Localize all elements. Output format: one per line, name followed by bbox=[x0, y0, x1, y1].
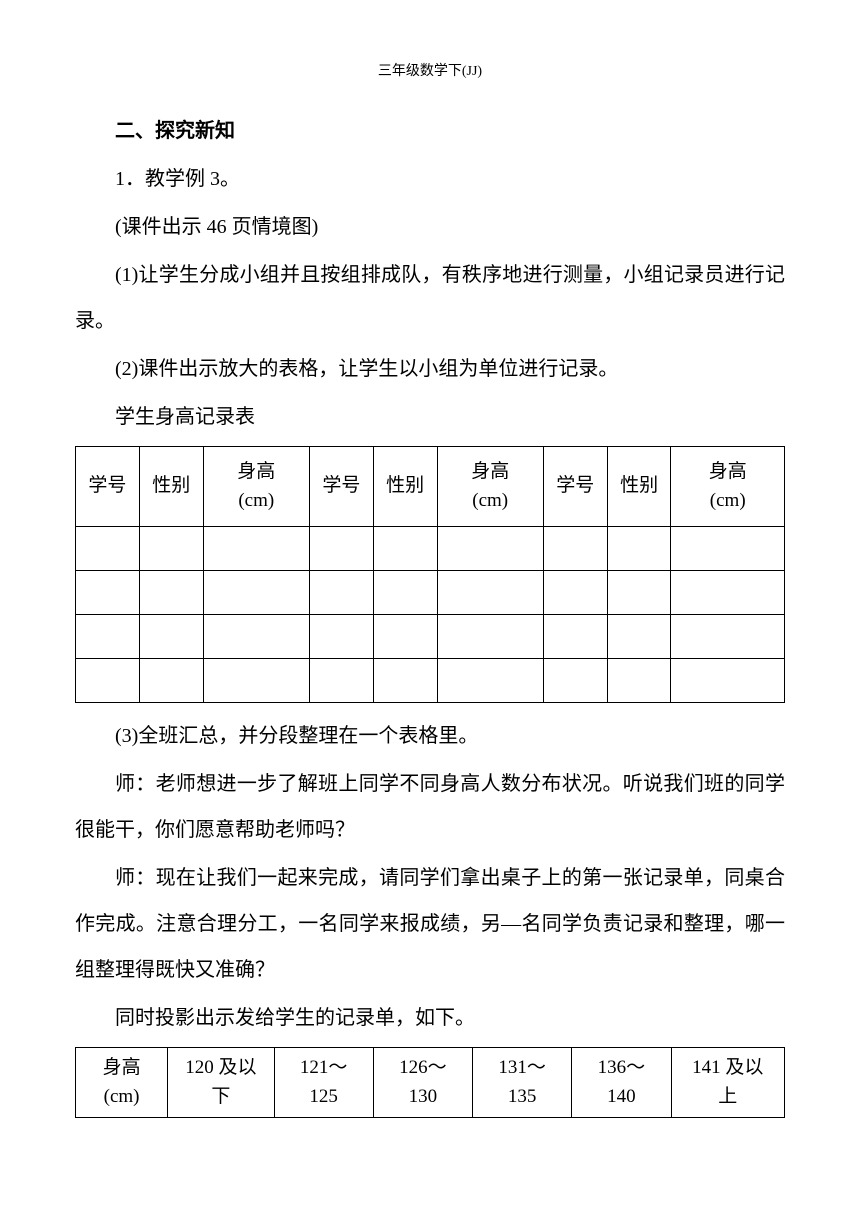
item-1-note: (课件出示 46 页情境图) bbox=[75, 204, 785, 250]
table-row bbox=[76, 659, 785, 703]
item-1-sub-2: (2)课件出示放大的表格，让学生以小组为单位进行记录。 bbox=[75, 346, 785, 392]
table-row bbox=[76, 527, 785, 571]
height-record-table: 学号 性别 身高 (cm) 学号 性别 身高 (cm) 学号 性别 身高 (cm) bbox=[75, 446, 785, 703]
col-height: 身高 bbox=[709, 461, 747, 482]
range-header-label: 身高 bbox=[103, 1057, 141, 1078]
col-student-id: 学号 bbox=[322, 475, 360, 496]
item-1: 1．教学例 3。 bbox=[75, 156, 785, 202]
teacher-dialogue-1: 师：老师想进一步了解班上同学不同身高人数分布状况。听说我们班的同学很能干，你们愿… bbox=[75, 761, 785, 853]
col-student-id: 学号 bbox=[556, 475, 594, 496]
page-header: 三年级数学下(JJ) bbox=[75, 60, 785, 80]
range-cell: 126～130 bbox=[399, 1057, 447, 1107]
section-title: 二、探究新知 bbox=[75, 108, 785, 154]
col-height: 身高 bbox=[237, 461, 275, 482]
range-header-unit: (cm) bbox=[104, 1086, 140, 1107]
projection-note: 同时投影出示发给学生的记录单，如下。 bbox=[75, 995, 785, 1041]
height-range-table: 身高 (cm) 120 及以下 121～125 126～130 131～135 1… bbox=[75, 1047, 785, 1118]
range-cell: 131～135 bbox=[498, 1057, 546, 1107]
range-cell: 120 及以下 bbox=[185, 1057, 256, 1107]
col-height-unit: (cm) bbox=[710, 490, 746, 511]
table-row bbox=[76, 615, 785, 659]
range-cell: 141 及以上 bbox=[692, 1057, 763, 1107]
teacher-dialogue-2: 师：现在让我们一起来完成，请同学们拿出桌子上的第一张记录单，同桌合作完成。注意合… bbox=[75, 855, 785, 993]
table-1-title: 学生身高记录表 bbox=[75, 394, 785, 440]
content-area: 二、探究新知 1．教学例 3。 (课件出示 46 页情境图) (1)让学生分成小… bbox=[75, 108, 785, 1118]
table-row bbox=[76, 571, 785, 615]
item-1-sub-1: (1)让学生分成小组并且按组排成队，有秩序地进行测量，小组记录员进行记录。 bbox=[75, 252, 785, 344]
col-height-unit: (cm) bbox=[472, 490, 508, 511]
col-gender: 性别 bbox=[152, 475, 190, 496]
range-cell: 136～140 bbox=[598, 1057, 646, 1107]
col-gender: 性别 bbox=[620, 475, 658, 496]
item-1-sub-3: (3)全班汇总，并分段整理在一个表格里。 bbox=[75, 713, 785, 759]
table-header-row: 学号 性别 身高 (cm) 学号 性别 身高 (cm) 学号 性别 身高 (cm) bbox=[76, 447, 785, 527]
col-gender: 性别 bbox=[386, 475, 424, 496]
header-title: 三年级数学下(JJ) bbox=[378, 64, 482, 79]
table-row: 身高 (cm) 120 及以下 121～125 126～130 131～135 1… bbox=[76, 1048, 785, 1118]
col-height: 身高 bbox=[471, 461, 509, 482]
col-height-unit: (cm) bbox=[238, 490, 274, 511]
col-student-id: 学号 bbox=[88, 475, 126, 496]
range-cell: 121～125 bbox=[300, 1057, 348, 1107]
